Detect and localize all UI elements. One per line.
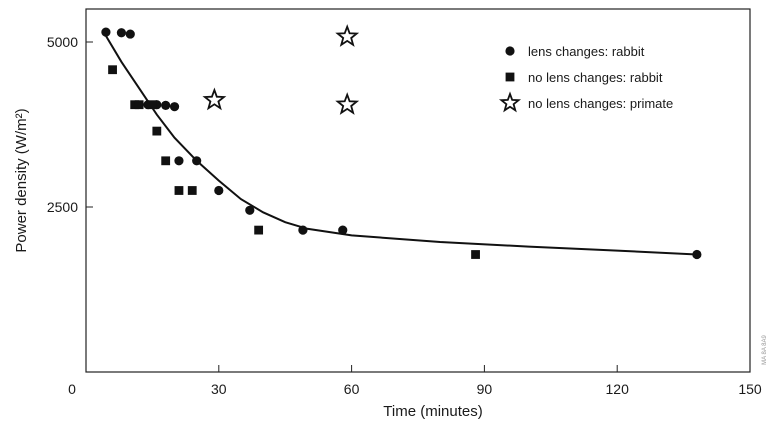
legend-marker-square	[505, 72, 515, 82]
circle-point	[116, 28, 127, 38]
legend-label: lens changes: rabbit	[528, 44, 645, 59]
square-point	[174, 186, 184, 195]
x-tick-label: 30	[211, 381, 227, 397]
fit-curve	[102, 31, 697, 256]
axis-ticks: 30 60 90 120 150 2500 5000	[47, 34, 762, 397]
square-point	[108, 65, 117, 75]
square-point	[134, 100, 144, 110]
x-tick-label: 90	[477, 381, 493, 397]
star-point	[202, 87, 227, 111]
plot-frame	[85, 8, 751, 373]
origin-label: 0	[68, 381, 76, 397]
square-point	[187, 186, 197, 195]
x-axis-title: Time (minutes)	[383, 403, 482, 420]
circle-point	[692, 249, 702, 260]
circle-point	[101, 27, 111, 37]
y-tick-label: 5000	[47, 34, 78, 50]
square-point	[161, 156, 171, 166]
fit-curve-layer	[102, 31, 697, 256]
legend-marker-star	[498, 91, 522, 113]
x-tick-label: 150	[738, 381, 762, 397]
data-points-layer	[101, 24, 702, 260]
circle-point	[338, 225, 348, 235]
x-tick-label: 120	[606, 381, 630, 397]
square-point	[152, 126, 162, 136]
circle-point	[245, 205, 255, 215]
legend: lens changes: rabbit no lens changes: rab…	[498, 44, 673, 113]
circle-point	[169, 102, 180, 112]
square-point	[471, 250, 480, 259]
star-point	[335, 92, 360, 115]
circle-point	[125, 29, 135, 39]
circle-point	[214, 185, 224, 196]
star-point	[335, 24, 360, 47]
plot-border	[85, 8, 751, 373]
legend-label: no lens changes: rabbit	[528, 70, 663, 85]
legend-label: no lens changes: primate	[528, 96, 673, 111]
square-point	[130, 100, 140, 110]
side-annotation: MA 8A 8A9	[762, 334, 768, 364]
circle-point	[192, 156, 202, 166]
y-axis-title: Power density (W/m²)	[13, 108, 30, 252]
circle-point	[161, 100, 171, 110]
square-point	[254, 225, 264, 235]
x-tick-label: 60	[344, 381, 360, 397]
circle-point	[298, 225, 308, 235]
circle-point	[174, 156, 184, 166]
square-point	[148, 100, 157, 110]
legend-marker-circle	[505, 46, 515, 56]
y-tick-label: 2500	[47, 199, 78, 215]
